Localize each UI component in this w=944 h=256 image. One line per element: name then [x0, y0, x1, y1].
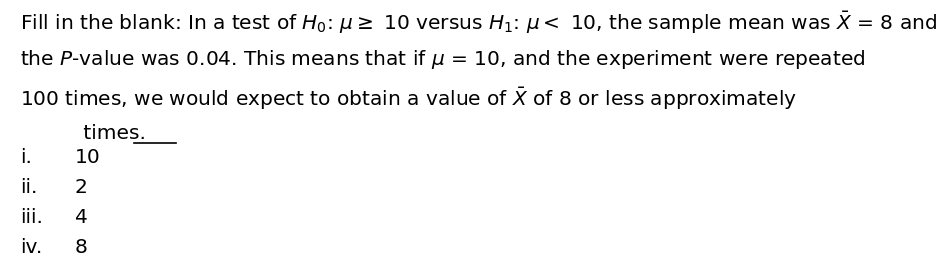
- Text: i.: i.: [20, 148, 32, 167]
- Text: iii.: iii.: [20, 208, 42, 227]
- Text: ii.: ii.: [20, 178, 38, 197]
- Text: 4: 4: [75, 208, 88, 227]
- Text: times.: times.: [76, 124, 145, 143]
- Text: Fill in the blank: In a test of $H_0$: $\mu \geq$ 10 versus $H_1$: $\mu <$ 10, t: Fill in the blank: In a test of $H_0$: $…: [20, 10, 936, 36]
- Text: 100 times, we would expect to obtain a value of $\bar{X}$ of 8 or less approxima: 100 times, we would expect to obtain a v…: [20, 86, 796, 112]
- Text: the $P$-value was 0.04. This means that if $\mu$ = 10, and the experiment were r: the $P$-value was 0.04. This means that …: [20, 48, 865, 71]
- Text: iv.: iv.: [20, 238, 42, 256]
- Text: 2: 2: [75, 178, 88, 197]
- Text: 8: 8: [75, 238, 88, 256]
- Text: 10: 10: [75, 148, 101, 167]
